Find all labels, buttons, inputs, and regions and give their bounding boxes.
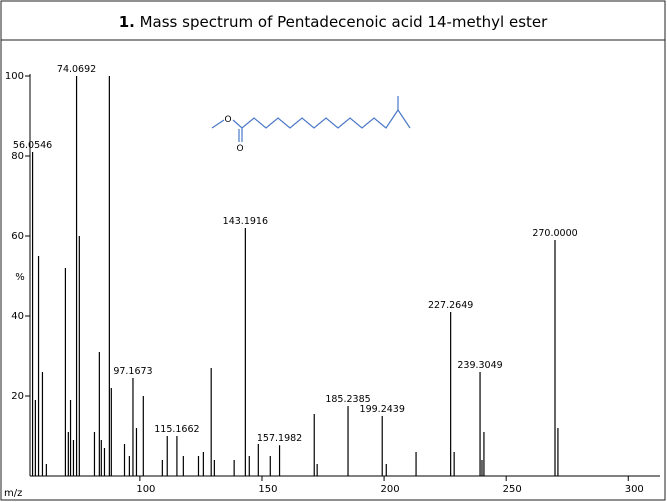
peak-label: 239.3049 bbox=[457, 360, 502, 371]
y-tick-label: 40 bbox=[11, 311, 24, 322]
x-tick-label: 200 bbox=[381, 484, 400, 495]
x-tick-label: 300 bbox=[625, 484, 644, 495]
structure-atom: O bbox=[236, 144, 243, 154]
x-tick-label: 250 bbox=[503, 484, 522, 495]
x-tick-label: 150 bbox=[258, 484, 277, 495]
peak-label: 115.1662 bbox=[154, 424, 199, 435]
peak-label: 56.0546 bbox=[13, 140, 52, 151]
peak-label: 270.0000 bbox=[532, 228, 577, 239]
x-axis-label: m/z bbox=[4, 488, 22, 499]
structure: O O bbox=[211, 96, 411, 154]
peak-label: 74.0692 bbox=[57, 64, 96, 75]
chart-title: 1. Mass spectrum of Pentadecenoic acid 1… bbox=[119, 13, 548, 31]
y-axis-label: % bbox=[15, 272, 25, 283]
peak-label: 97.1673 bbox=[113, 366, 152, 377]
peak-label: 199.2439 bbox=[360, 404, 405, 415]
title-number: 1. bbox=[119, 13, 135, 31]
y-tick-label: 60 bbox=[11, 231, 24, 242]
y-tick-label: 80 bbox=[11, 151, 24, 162]
peak-label: 143.1916 bbox=[223, 216, 268, 227]
peak-label: 157.1982 bbox=[257, 433, 302, 444]
structure-atom: O bbox=[224, 115, 231, 125]
peak-label: 185.2385 bbox=[325, 394, 370, 405]
structure-chain bbox=[232, 108, 411, 129]
title-text: Mass spectrum of Pentadecenoic acid 14-m… bbox=[140, 13, 549, 31]
y-tick-label: 100 bbox=[5, 71, 24, 82]
x-tick-label: 100 bbox=[136, 484, 155, 495]
structure-chain bbox=[211, 119, 225, 129]
peak-label: 227.2649 bbox=[428, 300, 473, 311]
y-tick-label: 20 bbox=[11, 391, 24, 402]
